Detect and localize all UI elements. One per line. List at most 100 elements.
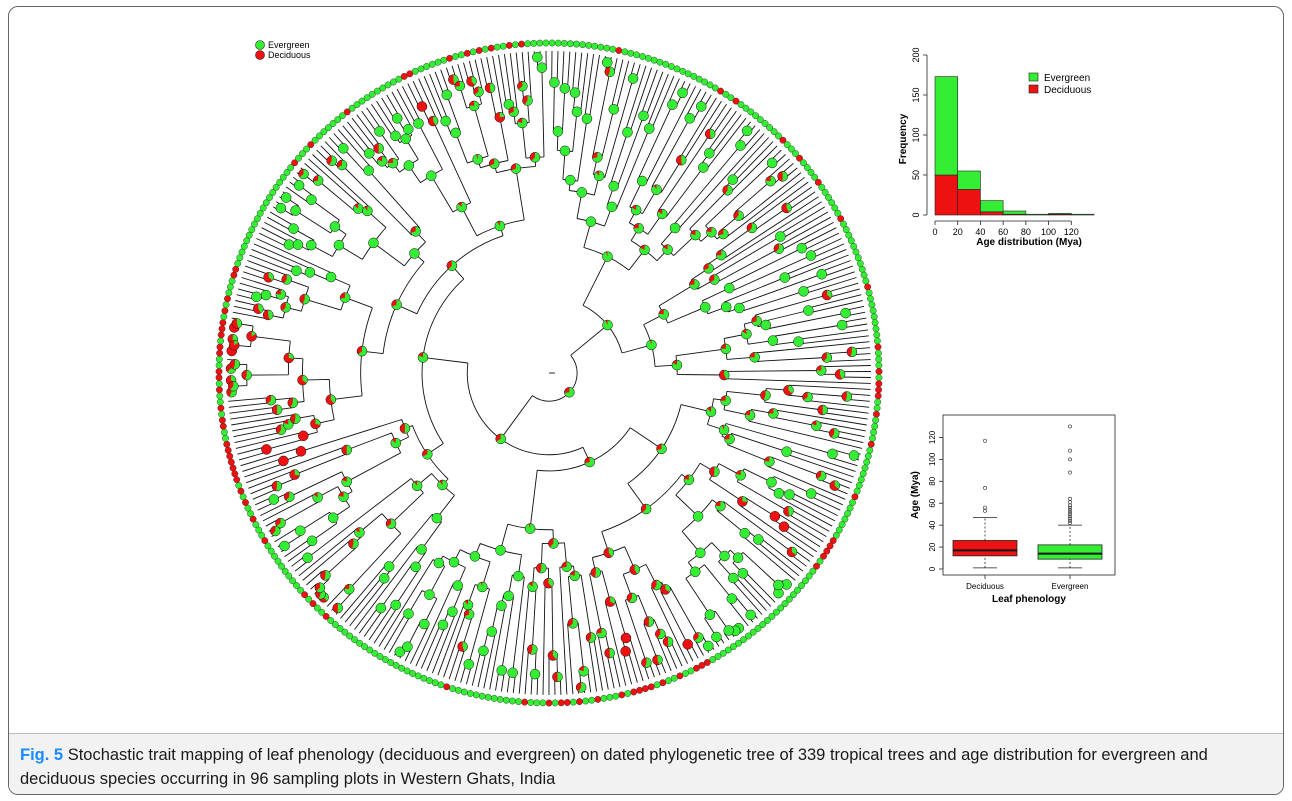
tip-state: [307, 141, 315, 149]
tree-node-pies: [225, 51, 860, 693]
pie-evergreen: [318, 589, 326, 600]
pie-evergreen: [588, 632, 597, 643]
pie-evergreen: [530, 644, 538, 655]
pie-outline: [777, 171, 788, 182]
tip-state: [521, 698, 528, 706]
tip-state: [518, 40, 525, 48]
node-pie: [293, 180, 305, 191]
tip-state: [864, 452, 872, 460]
pie-deciduous: [620, 632, 632, 644]
node-pie: [419, 618, 430, 630]
node-pie: [536, 562, 547, 574]
tip-state: [324, 124, 332, 132]
node-pie: [517, 117, 528, 129]
node-pie: [829, 480, 841, 491]
node-pie: [484, 82, 496, 94]
node-pie: [333, 239, 345, 251]
tip-state: [242, 499, 249, 506]
node-pie: [646, 339, 657, 351]
tip-state: [251, 220, 258, 228]
node-pie: [289, 469, 300, 480]
tip-state: [259, 204, 267, 212]
node-pie: [394, 646, 406, 658]
pie-outline: [703, 263, 714, 274]
node-pie: [271, 480, 283, 492]
node-pie: [737, 496, 748, 507]
pie-evergreen: [578, 682, 587, 693]
tip-state: [226, 452, 234, 460]
node-pie: [292, 239, 304, 250]
tip-state: [222, 301, 230, 309]
node-pie: [604, 647, 615, 659]
hist-bar-evergreen: [1002, 210, 1027, 215]
node-pie: [409, 248, 420, 259]
tip-state: [272, 183, 280, 191]
pie-outline: [773, 243, 785, 254]
node-pie: [473, 86, 484, 98]
tip-state: [630, 688, 638, 696]
tip-state: [842, 226, 850, 234]
pie-evergreen: [403, 123, 414, 135]
node-pie: [390, 599, 401, 611]
node-pie: [575, 682, 587, 693]
pie-evergreen: [723, 282, 735, 294]
tip-state: [627, 49, 635, 57]
box-outlier: [1068, 516, 1072, 521]
node-pie: [280, 192, 292, 203]
tip-state: [267, 547, 275, 555]
tip-state: [228, 277, 236, 285]
tip-state: [873, 404, 881, 412]
pie-evergreen: [781, 446, 792, 457]
pie-evergreen: [330, 394, 336, 404]
tip-state: [828, 199, 836, 207]
pie-evergreen: [288, 352, 294, 360]
node-pie: [343, 583, 355, 595]
pie-evergreen: [441, 89, 453, 101]
pie-outline: [585, 632, 597, 643]
tip-state: [240, 242, 248, 250]
pie-outline: [417, 352, 429, 363]
pie-evergreen: [437, 619, 449, 631]
pie-evergreen: [495, 545, 506, 556]
node-pie: [564, 387, 575, 398]
pie-evergreen: [486, 626, 498, 637]
pie-evergreen: [409, 248, 420, 259]
node-pie: [391, 113, 403, 124]
node-pie: [683, 474, 695, 486]
pie-evergreen: [711, 631, 722, 643]
box-iqr: [1037, 544, 1103, 560]
tip-state: [431, 679, 439, 687]
pie-outline: [297, 374, 308, 386]
tip-state: [239, 493, 247, 501]
pie-outline: [527, 581, 538, 593]
tip-state: [215, 368, 223, 375]
node-pie: [749, 351, 760, 363]
node-pie: [793, 336, 804, 347]
pie-outline: [640, 503, 652, 515]
tip-state: [618, 691, 626, 699]
node-pie: [692, 511, 704, 522]
pie-outline: [339, 292, 351, 303]
pie-evergreen: [440, 115, 451, 127]
pie-outline: [815, 470, 827, 482]
pie-evergreen: [363, 165, 374, 176]
node-pie: [689, 566, 701, 578]
node-pie: [437, 619, 449, 631]
node-pie: [773, 243, 785, 254]
node-pie: [325, 271, 337, 283]
box-evergreen: [1037, 424, 1103, 569]
pie-outline: [289, 469, 300, 480]
tip-state: [609, 45, 617, 53]
pie-outline: [387, 157, 399, 169]
pie-outline: [561, 561, 572, 572]
pie-evergreen: [400, 133, 412, 145]
pie-outline: [829, 480, 841, 491]
pie-evergreen: [716, 250, 727, 261]
hist-bar-evergreen: [980, 200, 1004, 213]
tip-state: [570, 698, 577, 706]
pie-deciduous: [261, 444, 272, 455]
node-pie: [417, 352, 429, 363]
node-pie: [268, 494, 280, 505]
node-pie: [711, 631, 722, 643]
pie-outline: [567, 618, 579, 629]
